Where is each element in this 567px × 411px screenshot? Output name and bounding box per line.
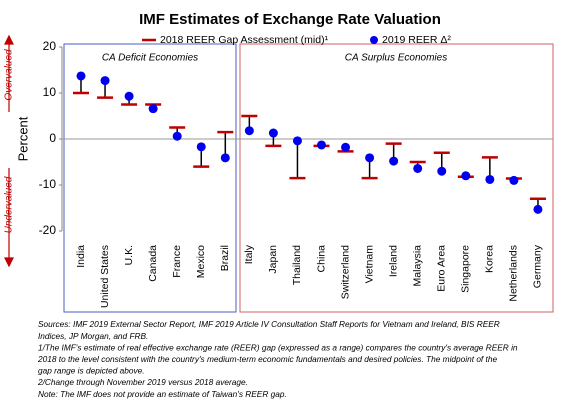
y-tick-label: 10 — [43, 85, 57, 99]
reer-dot — [76, 71, 86, 81]
x-tick-label: Switzerland — [339, 245, 351, 299]
footnote: Note: The IMF does not provide an estima… — [38, 389, 287, 399]
legend-label: 2018 REER Gap Assessment (mid)¹ — [160, 34, 329, 46]
y-tick-label: 20 — [43, 39, 57, 53]
x-tick-label: China — [315, 245, 327, 273]
group-label: CA Surplus Economies — [345, 53, 447, 64]
y-tick-label: -10 — [39, 177, 57, 191]
x-tick-label: Ireland — [387, 245, 399, 277]
group-label: CA Deficit Economies — [102, 53, 198, 64]
x-tick-label: Euro Area — [436, 245, 448, 292]
footnote: Indices, JP Morgan, and FRB. — [38, 331, 148, 341]
chart-title: IMF Estimates of Exchange Rate Valuation — [139, 11, 441, 28]
reer-dot — [317, 140, 326, 150]
footnote: gap range is depicted above. — [38, 366, 145, 376]
reer-dot — [461, 171, 471, 181]
reer-dot — [365, 153, 375, 163]
reer-dot — [341, 142, 351, 152]
x-tick-label: Thailand — [291, 245, 303, 285]
footnote: Sources: IMF 2019 External Sector Report… — [38, 319, 500, 329]
reer-dot — [148, 104, 158, 114]
reer-dot — [244, 126, 254, 136]
x-tick-label: France — [171, 245, 183, 278]
arrows — [4, 34, 14, 268]
reer-dot — [220, 153, 230, 163]
x-tick-label: Korea — [484, 245, 496, 273]
reer-dot — [485, 174, 495, 184]
x-tick-label: Italy — [243, 244, 255, 264]
group-box — [63, 43, 237, 313]
reer-dot — [124, 91, 134, 101]
x-tick-label: Brazil — [219, 245, 231, 271]
reer-dot — [268, 128, 278, 138]
reer-dot — [437, 166, 447, 176]
x-tick-label: Netherlands — [508, 245, 520, 302]
x-tick-label: Vietnam — [363, 245, 375, 284]
x-tick-label: United States — [99, 245, 111, 308]
x-tick-label: Malaysia — [411, 245, 423, 287]
legend-label: 2019 REER Δ² — [382, 34, 451, 46]
reer-dot — [509, 175, 519, 185]
footnote: 2/Change through November 2019 versus 20… — [37, 377, 248, 387]
y-tick-label: -20 — [39, 223, 57, 237]
legend-marker — [370, 36, 378, 44]
reer-dot — [389, 156, 399, 166]
reer-dot — [533, 204, 543, 214]
footnote: 1/The IMF's estimate of real effective e… — [38, 342, 518, 352]
x-tick-label: Singapore — [460, 245, 472, 293]
x-tick-label: Germany — [532, 244, 544, 288]
reer-dot — [100, 76, 110, 86]
x-tick-label: Canada — [147, 245, 159, 282]
reer-dot — [172, 131, 182, 141]
reer-dot — [292, 136, 302, 146]
x-tick-label: U.K. — [123, 245, 135, 265]
group-box — [239, 43, 554, 313]
footnote: 2018 to the level consistent with the co… — [37, 354, 497, 364]
x-tick-label: India — [75, 245, 87, 268]
reer-dot — [413, 163, 423, 173]
y-axis-label: Percent — [15, 116, 30, 161]
y-tick-label: 0 — [49, 131, 56, 145]
reer-dot — [196, 142, 206, 152]
x-tick-label: Mexico — [195, 245, 207, 278]
x-tick-label: Japan — [267, 245, 279, 274]
